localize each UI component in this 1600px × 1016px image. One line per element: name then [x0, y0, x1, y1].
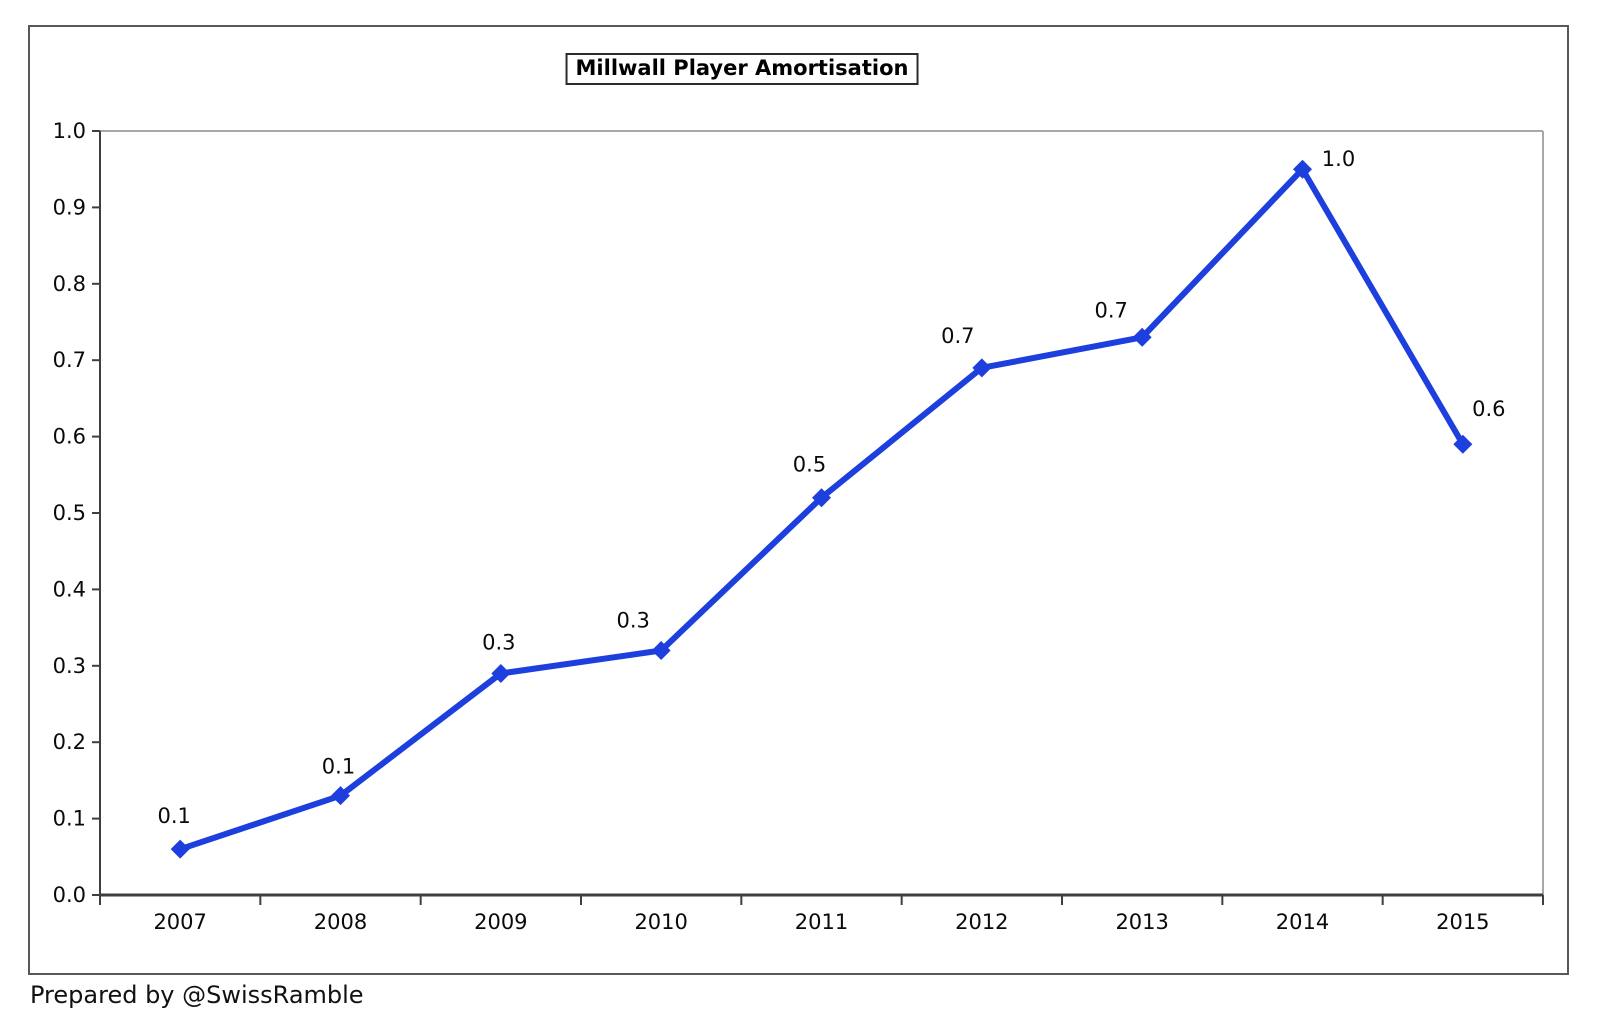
data-point-marker	[1453, 434, 1473, 454]
y-tick-label: 0.4	[53, 577, 86, 601]
line-series	[177, 166, 1466, 853]
data-point-label: 0.3	[616, 609, 649, 633]
data-point-label: 0.7	[1094, 298, 1127, 322]
data-point-marker	[491, 663, 511, 683]
data-point-label: 0.1	[157, 804, 190, 828]
y-tick-label: 0.8	[53, 272, 86, 296]
data-point-label: 0.3	[482, 630, 515, 654]
y-tick-label: 0.3	[53, 654, 86, 678]
chart-title: Millwall Player Amortisation	[565, 53, 919, 85]
data-point-label: 0.1	[322, 755, 355, 779]
data-point-marker	[812, 488, 831, 508]
y-tick-label: 0.5	[53, 501, 86, 525]
y-tick-label: 0.7	[53, 348, 86, 372]
data-point-label: 0.5	[793, 453, 826, 477]
data-point-marker	[651, 641, 671, 661]
data-point-marker	[1132, 327, 1152, 347]
y-tick-label: 1.0	[53, 119, 86, 143]
y-tick-label: 0.0	[53, 883, 86, 907]
data-point-marker	[972, 358, 992, 378]
data-point-label: 0.7	[941, 324, 974, 348]
y-tick-label: 0.9	[53, 195, 86, 219]
y-tick-label: 0.6	[53, 425, 86, 449]
x-tick-label: 2009	[474, 910, 527, 934]
data-point-label: 0.6	[1472, 397, 1505, 421]
data-point-marker	[331, 786, 350, 806]
y-tick-label: 0.2	[53, 730, 86, 754]
x-tick-label: 2013	[1115, 910, 1168, 934]
x-tick-label: 2014	[1276, 910, 1329, 934]
data-point-marker	[1293, 159, 1312, 179]
x-tick-label: 2015	[1436, 910, 1489, 934]
data-point-label: 1.0	[1322, 147, 1355, 171]
x-tick-label: 2011	[795, 910, 848, 934]
y-tick-label: 0.1	[53, 807, 86, 831]
credit-text: Prepared by @SwissRamble	[30, 981, 364, 1009]
data-point-marker	[170, 839, 190, 859]
x-tick-label: 2010	[634, 910, 687, 934]
x-tick-label: 2007	[153, 910, 206, 934]
x-tick-label: 2012	[955, 910, 1008, 934]
x-tick-label: 2008	[314, 910, 367, 934]
